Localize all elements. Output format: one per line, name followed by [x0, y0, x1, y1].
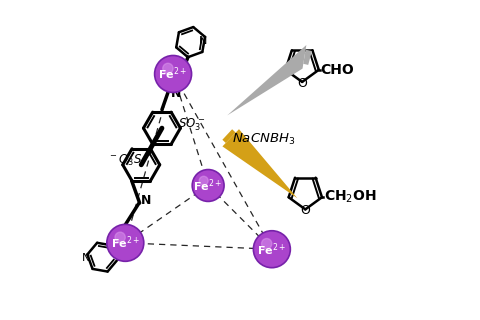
- Circle shape: [192, 170, 224, 201]
- Text: N: N: [82, 253, 90, 263]
- Text: Fe$^{2+}$: Fe$^{2+}$: [110, 235, 140, 251]
- Text: N: N: [141, 194, 152, 207]
- Circle shape: [262, 238, 272, 249]
- Text: O: O: [300, 204, 310, 218]
- Text: CHO: CHO: [321, 63, 354, 77]
- Circle shape: [199, 176, 208, 185]
- Circle shape: [253, 231, 290, 268]
- Circle shape: [163, 63, 173, 74]
- Polygon shape: [222, 129, 297, 198]
- Text: N: N: [199, 36, 207, 46]
- Text: O: O: [297, 77, 307, 90]
- Text: Fe$^{2+}$: Fe$^{2+}$: [158, 66, 188, 82]
- Text: NaCNBH$_3$: NaCNBH$_3$: [232, 132, 296, 147]
- Circle shape: [107, 224, 144, 261]
- Text: N: N: [119, 252, 127, 262]
- Text: $^-O_3S$: $^-O_3S$: [108, 153, 142, 168]
- Polygon shape: [222, 129, 236, 143]
- Circle shape: [155, 55, 192, 92]
- Text: N: N: [171, 87, 181, 100]
- Text: Fe$^{2+}$: Fe$^{2+}$: [193, 177, 223, 194]
- Circle shape: [115, 232, 125, 243]
- Text: Fe$^{2+}$: Fe$^{2+}$: [257, 241, 287, 258]
- Polygon shape: [303, 50, 312, 65]
- Text: CH$_2$OH: CH$_2$OH: [324, 189, 376, 205]
- Polygon shape: [227, 45, 306, 116]
- Text: $SO_3^-$: $SO_3^-$: [178, 117, 205, 133]
